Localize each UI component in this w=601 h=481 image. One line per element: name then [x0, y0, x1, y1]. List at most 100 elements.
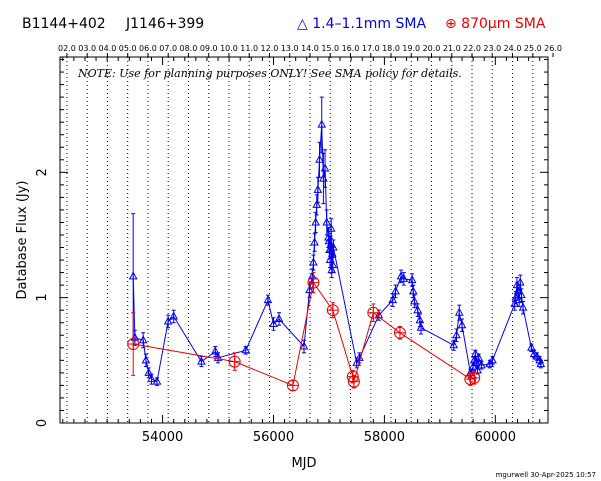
x-tick-label: 54000 [142, 430, 183, 445]
data-point [329, 242, 338, 251]
credit-line: mgurwell 30-Apr-2025 10:57 [496, 471, 596, 479]
top-tick-label: 20.0 [423, 44, 441, 53]
data-point [326, 239, 335, 249]
data-point [352, 357, 362, 366]
data-point [210, 346, 220, 355]
top-year-axis: 02.0 03.0 04.0 05.0 06.0 07.0 08.0 09.0 10.0 11.0… [58, 44, 562, 57]
data-point [320, 163, 330, 172]
top-tick-label: 04.0 [99, 44, 117, 53]
series-blue [128, 96, 546, 386]
data-point [328, 260, 338, 269]
data-point [532, 351, 542, 360]
data-point [399, 273, 409, 282]
top-tick-label: 02.0 [58, 44, 76, 53]
data-point [452, 330, 461, 339]
data-point [263, 295, 273, 304]
series-red [127, 272, 481, 392]
top-tick-label: 13.0 [281, 44, 299, 53]
data-point [517, 290, 526, 299]
top-tick-label: 16.0 [342, 44, 360, 53]
legend-red-label: ⊕ 870μm SMA [445, 16, 546, 32]
data-point [518, 302, 528, 311]
data-point [407, 275, 417, 284]
top-tick-label: 22.0 [463, 44, 481, 53]
data-point [141, 355, 151, 364]
top-tick-label: 19.0 [402, 44, 420, 53]
top-tick-label: 09.0 [200, 44, 218, 53]
data-point [488, 355, 497, 364]
top-tick-label: 11.0 [240, 44, 258, 53]
data-point [274, 313, 284, 322]
legend-blue-label: △ 1.4–1.1mm SMA [297, 16, 426, 32]
data-point [367, 306, 380, 319]
data-point [512, 280, 522, 289]
y-tick-label: 1 [35, 294, 50, 302]
top-tick-label: 07.0 [159, 44, 177, 53]
top-tick-label: 21.0 [443, 44, 461, 53]
x-tick-label: 58000 [364, 430, 405, 445]
x-axis: 54000 56000 58000 60000 [62, 57, 541, 445]
data-point [474, 352, 484, 361]
source-name-primary: B1144+402 [22, 16, 106, 32]
data-point [312, 199, 322, 208]
data-point [510, 298, 520, 307]
x-tick-label: 56000 [253, 430, 294, 445]
data-point [416, 322, 426, 331]
source-name-alias: J1146+399 [125, 16, 204, 32]
top-tick-label: 26.0 [544, 44, 562, 53]
data-point [468, 371, 481, 384]
data-point [315, 154, 324, 163]
data-point [471, 349, 480, 358]
top-tick-label: 12.0 [261, 44, 279, 53]
data-point [147, 374, 156, 383]
top-tick-label: 14.0 [301, 44, 319, 53]
data-point [529, 349, 539, 358]
data-point [393, 326, 406, 339]
data-point [327, 248, 337, 257]
data-point [307, 271, 317, 280]
data-point [391, 286, 400, 295]
series-line [132, 124, 542, 383]
data-point [408, 286, 418, 295]
data-point [347, 375, 360, 388]
data-point [388, 295, 398, 304]
top-tick-label: 15.0 [321, 44, 339, 53]
data-point [309, 257, 318, 266]
data-point [269, 318, 278, 327]
top-tick-label: 06.0 [139, 44, 157, 53]
y-tick-label: 0 [35, 419, 50, 427]
data-point [317, 119, 327, 128]
data-point [144, 367, 154, 376]
year-grid-lines [66, 57, 534, 423]
data-point [305, 285, 314, 294]
data-point [127, 338, 140, 351]
data-point [307, 276, 320, 289]
data-point [163, 316, 173, 325]
y-tick-label: 2 [35, 168, 50, 176]
x-tick-label: 60000 [475, 430, 516, 445]
top-tick-label: 23.0 [483, 44, 501, 53]
data-point [415, 315, 425, 324]
x-axis-label: MJD [291, 456, 316, 471]
top-tick-label: 05.0 [119, 44, 137, 53]
planning-note: NOTE: Use for planning purposes ONLY! Se… [77, 67, 462, 80]
data-point [473, 365, 482, 374]
chart-header: B1144+402 J1146+399 △ 1.4–1.1mm SMA ⊕ 87… [22, 16, 546, 32]
data-point [454, 307, 464, 316]
plot-frame [59, 56, 549, 424]
top-tick-label: 25.0 [524, 44, 542, 53]
data-point [152, 376, 162, 385]
data-point [286, 379, 299, 392]
top-tick-label: 17.0 [362, 44, 380, 53]
data-point [472, 357, 481, 366]
top-tick-label: 18.0 [382, 44, 400, 53]
data-point [468, 361, 478, 370]
data-point [374, 310, 384, 319]
data-point [449, 340, 459, 349]
top-tick-label: 10.0 [220, 44, 238, 53]
data-point [326, 304, 339, 317]
data-point [213, 352, 223, 361]
data-point [457, 320, 467, 329]
data-point [515, 277, 525, 286]
